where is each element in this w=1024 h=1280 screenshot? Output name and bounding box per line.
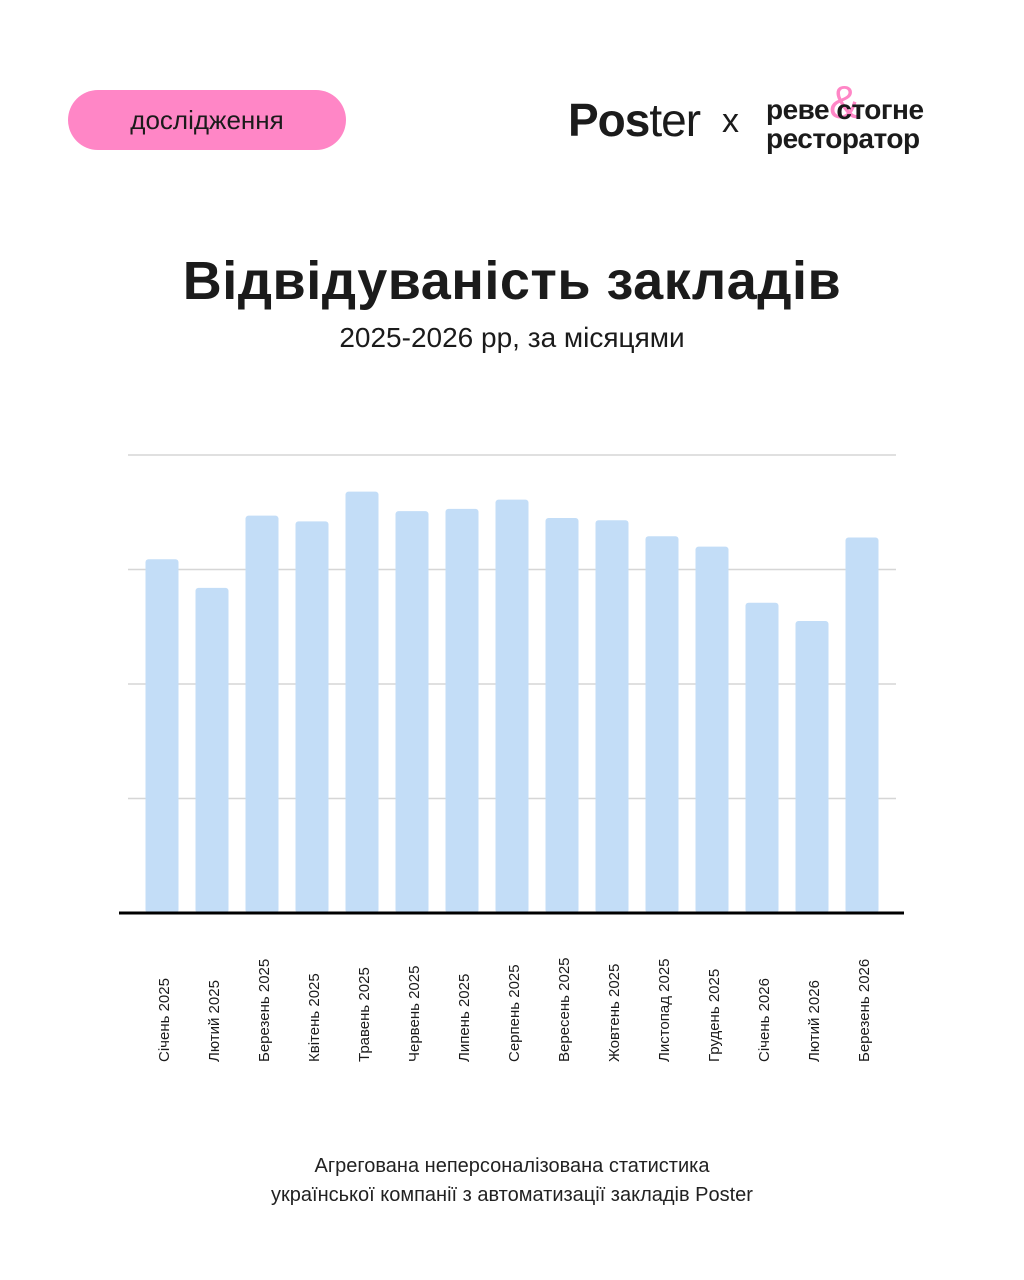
x-tick-label-15: Березень 2026 (856, 959, 873, 1062)
footnote-line2: української компанії з автоматизації зак… (271, 1184, 753, 1206)
bar-3 (245, 515, 279, 913)
poster-logo: Poster (568, 92, 701, 148)
bar-8 (495, 499, 529, 913)
bar-1 (145, 559, 179, 913)
footnote: Агрегована неперсоналізована статистика … (0, 1152, 1024, 1210)
x-tick-label-12: Грудень 2025 (706, 969, 723, 1062)
partner-logo: & реве стогне ресторатор (766, 79, 924, 154)
partner-logo-ampersand: & (829, 76, 860, 128)
x-tick-label-2: Лютий 2025 (206, 980, 223, 1062)
partner-logo-line1: реве стогне (766, 94, 924, 125)
bar-14 (795, 621, 829, 913)
chart-title: Відвідуваність закладів (182, 251, 842, 311)
bar-10 (595, 520, 629, 913)
poster-logo-bold: Pos (568, 94, 650, 146)
x-tick-label-5: Травень 2025 (356, 967, 373, 1062)
collab-times: x (722, 102, 739, 140)
x-tick-label-9: Вересень 2025 (556, 957, 573, 1062)
bar-4 (295, 521, 329, 913)
bar-5 (345, 491, 379, 913)
x-tick-label-1: Січень 2025 (156, 978, 173, 1062)
bar-2 (195, 587, 229, 913)
x-tick-label-7: Липень 2025 (456, 974, 473, 1062)
x-tick-label-6: Червень 2025 (406, 966, 423, 1062)
bar-13 (745, 602, 779, 913)
x-tick-label-8: Серпень 2025 (506, 964, 523, 1062)
x-tick-label-14: Лютий 2026 (806, 980, 823, 1062)
x-tick-label-3: Березень 2025 (256, 959, 273, 1062)
partner-logo-line2: ресторатор (766, 123, 920, 154)
poster-logo-rest: ter (649, 94, 701, 146)
bar-9 (545, 517, 579, 913)
research-badge: дослідження (68, 90, 346, 150)
bar-6 (395, 511, 429, 913)
x-tick-label-10: Жовтень 2025 (606, 964, 623, 1062)
x-tick-label-4: Квітень 2025 (306, 973, 323, 1062)
bar-11 (645, 536, 679, 913)
bar-7 (445, 508, 479, 913)
bar-15 (845, 537, 879, 913)
footnote-line1: Агрегована неперсоналізована статистика (314, 1155, 710, 1177)
bar-12 (695, 546, 729, 913)
x-tick-label-13: Січень 2026 (756, 978, 773, 1062)
x-tick-label-11: Листопад 2025 (656, 958, 673, 1062)
chart-subtitle: 2025-2026 рр, за місяцями (339, 322, 685, 353)
